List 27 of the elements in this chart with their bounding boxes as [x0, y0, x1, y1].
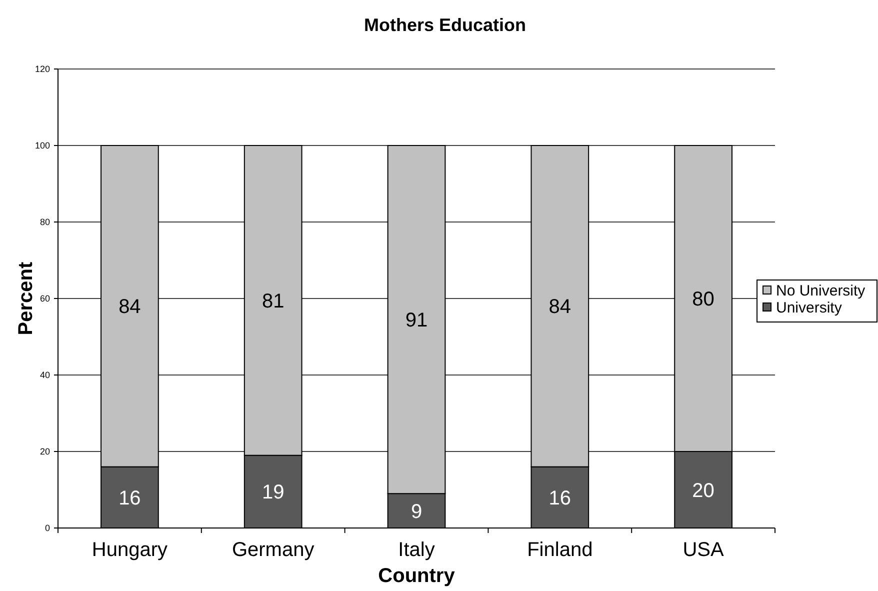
data-label: 84 — [548, 296, 572, 318]
data-label: 80 — [692, 288, 714, 310]
y-tick-label: 120 — [34, 64, 50, 74]
data-label: 81 — [262, 290, 284, 312]
data-label: 91 — [405, 310, 428, 332]
y-tick-label: 20 — [40, 446, 50, 457]
data-label: 16 — [548, 487, 572, 510]
legend-label: No University — [776, 282, 866, 300]
y-tick-label: 40 — [40, 370, 50, 380]
data-label: 9 — [410, 500, 422, 523]
chart-title: Mothers Education — [364, 15, 526, 35]
x-tick-label: Germany — [232, 539, 314, 561]
y-tick-label: 0 — [44, 523, 50, 534]
y-tick-label: 80 — [40, 217, 50, 228]
x-tick-label: Finland — [527, 539, 593, 561]
x-tick-label: USA — [682, 539, 725, 561]
data-label: 20 — [692, 480, 714, 502]
data-label: 19 — [262, 482, 284, 504]
x-axis-title: Country — [378, 565, 456, 587]
y-tick-label: 100 — [34, 140, 50, 151]
data-label: 16 — [118, 487, 141, 510]
legend-label: University — [776, 299, 842, 316]
y-axis-title: Percent — [15, 261, 37, 336]
x-tick-label: Italy — [398, 539, 435, 561]
y-tick-label: 60 — [40, 294, 50, 304]
x-tick-label: Hungary — [92, 539, 168, 561]
data-label: 84 — [118, 296, 141, 318]
